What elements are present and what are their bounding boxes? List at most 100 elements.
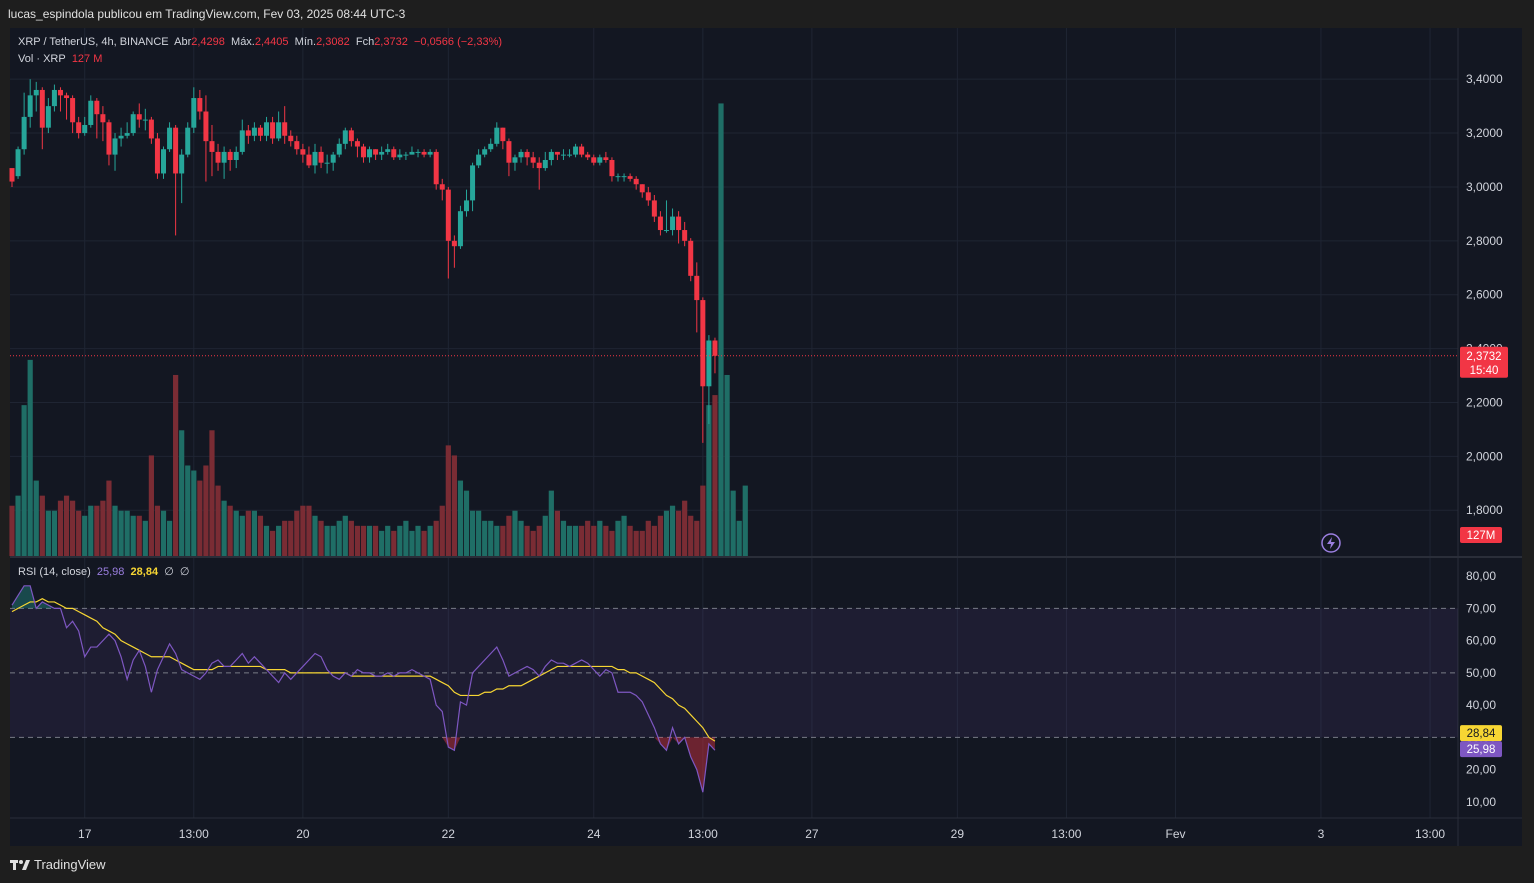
candle-body (682, 230, 688, 241)
high-label: Máx. (231, 36, 255, 48)
candle-body (706, 340, 712, 387)
rsi-tick-label: 80,00 (1466, 569, 1496, 583)
volume-bar (191, 470, 197, 556)
volume-bar (518, 520, 524, 556)
candle-body (64, 95, 70, 99)
rsi-badge-text: 25,98 (1467, 744, 1496, 756)
volume-bar (482, 520, 488, 556)
candle-body (506, 141, 512, 163)
tradingview-logo-icon (10, 859, 30, 871)
candle-body (82, 124, 88, 134)
candle-body (330, 154, 336, 163)
candle-body (270, 122, 276, 139)
publish-header: lucas_espindola publicou em TradingView.… (0, 0, 1534, 28)
candle-body (94, 100, 100, 115)
volume-bar (651, 525, 657, 556)
tradingview-brand[interactable]: TradingView (10, 857, 106, 872)
candle-body (451, 240, 457, 247)
volume-bar (621, 515, 627, 556)
volume-bar (712, 395, 718, 556)
price-tick-label: 2,8000 (1466, 234, 1503, 248)
candle-body (482, 149, 488, 155)
candle-body (433, 151, 439, 185)
volume-bar (385, 525, 391, 556)
candle-body (518, 151, 524, 158)
volume-bar (403, 520, 409, 556)
volume-bar (306, 505, 312, 556)
candle-body (597, 157, 603, 163)
volume-bar (300, 505, 306, 556)
candle-body (173, 127, 179, 174)
candle-body (663, 230, 669, 232)
volume-bar (215, 485, 221, 556)
candle-body (185, 127, 191, 155)
volume-bar (185, 465, 191, 556)
volume-bar (506, 515, 512, 556)
volume-bar (688, 515, 694, 556)
volume-bar (657, 515, 664, 556)
volume-bar (360, 525, 367, 556)
candle-body (203, 111, 209, 142)
x-tick-label: 20 (296, 827, 310, 841)
volume-bar (288, 520, 294, 556)
candle-body (579, 146, 585, 155)
volume-bar (118, 510, 124, 556)
volume-bar (536, 525, 542, 556)
symbol-label[interactable]: XRP / TetherUS, 4h, BINANCE (18, 36, 169, 48)
volume-bar (51, 510, 58, 556)
volume-bar (354, 525, 361, 556)
candle-body (397, 154, 403, 158)
volume-bar (445, 445, 451, 556)
candle-body (264, 122, 270, 136)
candle-body (439, 184, 445, 190)
candle-body (500, 127, 506, 142)
volume-bar (494, 525, 500, 556)
rsi-line (11, 585, 716, 793)
candle-body (276, 122, 282, 139)
volume-bar (166, 520, 173, 556)
x-tick-label: 3 (1318, 827, 1325, 841)
volume-bar (524, 525, 530, 556)
volume-bar (239, 515, 245, 556)
axes: 17 13:00 20 22 24 13:00 27 29 13:00 Fev 3 13:00 1,80… (78, 72, 1503, 841)
volume-bar (530, 530, 536, 556)
rsi-label[interactable]: RSI (14, close) (18, 566, 91, 578)
candle-body (88, 100, 94, 125)
volume-bar (269, 530, 276, 556)
volume-bar (251, 510, 257, 556)
close-label: Fch (355, 36, 375, 48)
price-tick-label: 1,8000 (1466, 503, 1503, 517)
volume-bar (124, 510, 130, 556)
volume-bar (469, 510, 476, 556)
candle-body (191, 98, 197, 128)
candle-body (585, 154, 591, 158)
volume-bar (730, 490, 736, 556)
volume-bar (197, 480, 203, 556)
candle-body (457, 211, 463, 247)
volume-badge (1460, 527, 1502, 543)
candle-body (494, 127, 500, 144)
candle-body (379, 151, 385, 155)
volume-bar (663, 510, 670, 556)
high-value: 2,4405 (254, 36, 289, 48)
change-value: −0,0566 (−2,33%) (413, 36, 503, 48)
x-tick-label: 29 (951, 827, 965, 841)
candle-body (651, 200, 657, 217)
volume-bar (724, 374, 730, 556)
volume-bar (179, 430, 185, 556)
volume-bar (136, 515, 142, 556)
candle-body (542, 160, 548, 169)
candle-body (161, 149, 166, 174)
volume-bar (209, 430, 215, 556)
volume-bar (676, 510, 682, 556)
volume-bar (9, 505, 15, 556)
volume-bar (100, 500, 106, 556)
volume-bar (57, 500, 64, 556)
volume-bar (615, 520, 621, 556)
rsi-oversold-fill (12, 737, 715, 793)
candle-body (554, 151, 560, 155)
chart-frame[interactable] (10, 28, 1522, 846)
volume-label[interactable]: Vol · XRP (18, 53, 66, 65)
volume-bar (579, 525, 585, 556)
